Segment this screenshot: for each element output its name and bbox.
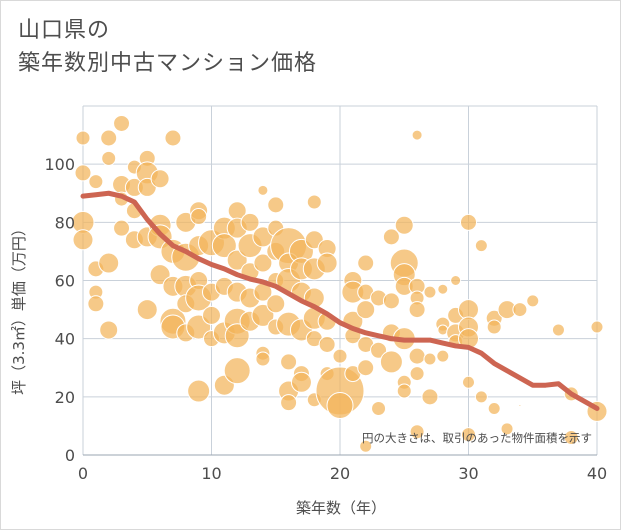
- y-tick-label: 20: [55, 388, 75, 407]
- bubble-point: [326, 392, 354, 420]
- bubble-point: [518, 404, 522, 408]
- bubble-point: [224, 323, 250, 349]
- bubble-point: [202, 305, 221, 325]
- trend-line: [80, 190, 600, 411]
- bubble-point: [290, 371, 312, 393]
- axes: 0 20 40 60 80 100 0 10 20 30 40: [44, 155, 607, 483]
- bubble-point: [223, 357, 251, 385]
- bubble-point: [460, 213, 477, 231]
- bubble-point: [75, 130, 91, 146]
- bubble-point: [72, 229, 94, 251]
- bubble-point: [408, 301, 426, 319]
- bubble-point: [474, 239, 488, 253]
- bubble-point: [370, 341, 388, 359]
- bubble-point: [318, 335, 336, 353]
- bubble-point: [211, 233, 237, 259]
- bubble-point: [136, 299, 158, 321]
- bubble-point: [357, 254, 375, 272]
- x-tick-label: 30: [458, 464, 478, 483]
- bubble-point: [487, 401, 501, 415]
- bubble-point: [551, 323, 565, 337]
- bubble-point: [411, 129, 423, 141]
- bubble-point: [332, 348, 348, 364]
- bubble-point: [266, 294, 286, 314]
- bubble-point: [371, 400, 387, 416]
- bubble-point: [423, 352, 437, 366]
- bubble-point: [280, 394, 298, 412]
- bubble-point: [437, 283, 449, 295]
- bubble-point: [280, 353, 298, 371]
- bubble-point: [164, 129, 182, 147]
- title-line-1: 山口県の: [18, 18, 111, 43]
- y-tick-label: 60: [55, 272, 75, 291]
- bubble-point: [251, 303, 275, 327]
- y-tick-label: 100: [44, 155, 75, 174]
- bubble-point: [563, 430, 579, 446]
- bubble-point: [190, 208, 208, 226]
- bubble-point: [474, 390, 488, 404]
- x-tick-label: 0: [78, 464, 88, 483]
- bubble-point: [113, 114, 131, 132]
- bubble-point: [461, 427, 476, 443]
- bubble-point: [240, 212, 260, 232]
- y-tick-label: 40: [55, 330, 75, 349]
- x-tick-label: 20: [330, 464, 350, 483]
- bubble-point: [382, 292, 400, 310]
- bubble-point: [409, 424, 425, 440]
- bubble-point: [306, 194, 322, 210]
- bubble-point: [150, 169, 170, 189]
- bubble-point: [74, 164, 92, 182]
- title-line-2: 築年数別中古マンション価格: [18, 51, 318, 76]
- bubble-point: [99, 320, 119, 340]
- bubble-point: [357, 359, 375, 377]
- bubble-point: [408, 347, 426, 365]
- bubble-point: [486, 319, 502, 335]
- x-tick-label: 40: [587, 464, 607, 483]
- bubble-point: [255, 351, 271, 367]
- bubble-point: [409, 366, 425, 382]
- bubble-point: [462, 375, 475, 389]
- bubble-point: [436, 349, 450, 363]
- bubble-point: [423, 285, 437, 299]
- bubble-point: [382, 228, 400, 246]
- bubble-point: [98, 252, 120, 274]
- chart-title: 山口県の 築年数別中古マンション価格: [18, 14, 317, 80]
- bubble-point: [359, 439, 373, 453]
- bubble-point: [356, 300, 376, 320]
- bubble-point: [100, 129, 118, 147]
- bubble-point: [253, 253, 273, 273]
- bubble-point: [379, 350, 403, 374]
- bubble-point: [88, 174, 104, 190]
- y-tick-label: 0: [65, 446, 75, 465]
- y-axis-label: 坪（3.3㎡）単価（万円）: [10, 221, 28, 395]
- bubble-point: [421, 388, 439, 406]
- bubble-point: [316, 252, 338, 274]
- trend-line-group: [80, 190, 600, 411]
- bubble-point: [512, 302, 528, 318]
- bubble-point: [500, 422, 514, 436]
- bubble-point: [267, 196, 285, 214]
- bubble-point: [87, 295, 105, 313]
- bubble-point: [394, 215, 414, 235]
- bubble-series: [71, 114, 608, 453]
- bubble-point: [257, 184, 269, 196]
- bubble-point: [113, 219, 131, 237]
- size-annotation: 円の大きさは、取引のあった物件面積を示す: [362, 431, 592, 445]
- bubble-point: [450, 275, 462, 286]
- bubble-point: [396, 383, 412, 399]
- bubble-point: [187, 379, 211, 403]
- bubble-point: [590, 320, 604, 334]
- x-axis-label: 築年数（年）: [296, 499, 386, 517]
- bubble-point: [101, 150, 117, 166]
- bubble-point: [526, 294, 540, 308]
- y-tick-label: 80: [55, 213, 75, 232]
- x-tick-label: 10: [201, 464, 221, 483]
